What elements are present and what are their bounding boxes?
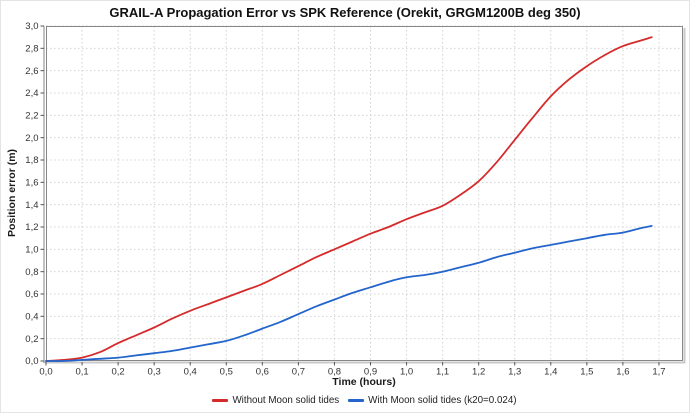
svg-text:0,8: 0,8 bbox=[328, 367, 341, 378]
svg-text:0,9: 0,9 bbox=[364, 367, 377, 378]
legend-item-without-tides: Without Moon solid tides bbox=[212, 395, 339, 406]
svg-text:1,5: 1,5 bbox=[580, 367, 593, 378]
gridlines bbox=[46, 25, 683, 361]
tick-labels: 0,0 0,1 0,2 0,3 0,4 0,5 0,6 0,7 0,8 0,9 1,0 1,1 1,2 1… bbox=[25, 21, 665, 377]
plot-border bbox=[46, 26, 683, 361]
svg-text:2,8: 2,8 bbox=[25, 44, 38, 55]
svg-text:0,4: 0,4 bbox=[25, 312, 38, 323]
svg-text:3,0: 3,0 bbox=[25, 21, 38, 32]
legend-label: With Moon solid tides (k20=0.024) bbox=[368, 395, 517, 406]
svg-text:2,2: 2,2 bbox=[25, 111, 38, 122]
svg-text:1,6: 1,6 bbox=[616, 367, 629, 378]
svg-text:0,6: 0,6 bbox=[25, 289, 38, 300]
svg-text:1,3: 1,3 bbox=[508, 367, 521, 378]
y-axis-label: Position error (m) bbox=[6, 148, 18, 238]
svg-text:1,4: 1,4 bbox=[25, 200, 38, 211]
svg-text:1,0: 1,0 bbox=[400, 367, 413, 378]
svg-text:0,6: 0,6 bbox=[256, 367, 269, 378]
svg-text:0,5: 0,5 bbox=[220, 367, 233, 378]
svg-text:1,2: 1,2 bbox=[472, 367, 485, 378]
svg-text:0,4: 0,4 bbox=[184, 367, 197, 378]
blue-line-swatch-icon bbox=[348, 399, 365, 402]
svg-text:1,4: 1,4 bbox=[544, 367, 557, 378]
svg-text:1,0: 1,0 bbox=[25, 245, 38, 256]
svg-text:2,6: 2,6 bbox=[25, 66, 38, 77]
svg-text:0,2: 0,2 bbox=[112, 367, 125, 378]
x-axis-label: Time (hours) bbox=[332, 376, 396, 388]
legend-label: Without Moon solid tides bbox=[232, 395, 340, 406]
svg-text:0,1: 0,1 bbox=[75, 367, 88, 378]
svg-text:1,8: 1,8 bbox=[25, 155, 38, 166]
svg-text:2,0: 2,0 bbox=[25, 133, 38, 144]
legend-item-with-tides: With Moon solid tides (k20=0.024) bbox=[348, 395, 517, 406]
svg-text:0,7: 0,7 bbox=[292, 367, 305, 378]
svg-text:1,7: 1,7 bbox=[652, 367, 665, 378]
svg-text:1,6: 1,6 bbox=[25, 178, 38, 189]
svg-text:0,0: 0,0 bbox=[39, 367, 52, 378]
svg-text:2,4: 2,4 bbox=[25, 88, 38, 99]
tick-marks bbox=[40, 25, 660, 366]
svg-text:0,2: 0,2 bbox=[25, 334, 38, 345]
svg-text:0,8: 0,8 bbox=[25, 267, 38, 278]
svg-text:1,1: 1,1 bbox=[436, 367, 449, 378]
legend: Without Moon solid tides With Moon solid… bbox=[46, 395, 683, 406]
svg-text:0,3: 0,3 bbox=[148, 367, 161, 378]
axis-shadow-right bbox=[683, 28, 686, 364]
series-line-with-tides bbox=[45, 225, 653, 362]
series-line-without-tides bbox=[45, 36, 653, 362]
svg-text:0,0: 0,0 bbox=[25, 356, 38, 367]
chart-title: GRAIL-A Propagation Error vs SPK Referen… bbox=[109, 5, 581, 20]
axis-shadow-bottom bbox=[44, 361, 686, 364]
svg-text:1,2: 1,2 bbox=[25, 222, 38, 233]
red-line-swatch-icon bbox=[212, 399, 229, 402]
